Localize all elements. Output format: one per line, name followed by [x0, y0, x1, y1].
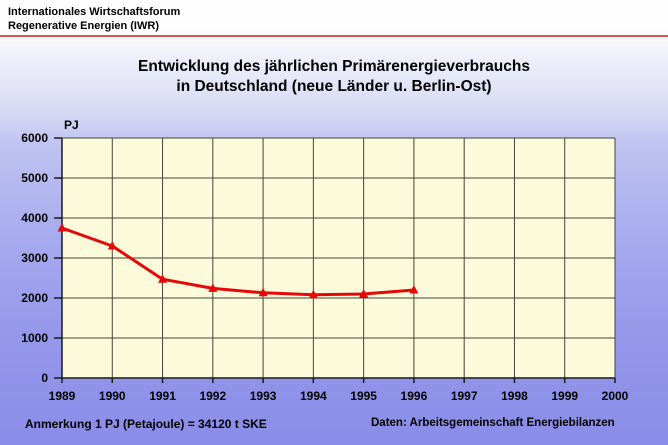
x-tick-label: 1999	[551, 389, 578, 403]
x-tick-label: 1997	[451, 389, 478, 403]
y-axis-unit-label: PJ	[64, 118, 79, 132]
data-point-marker	[409, 285, 419, 294]
y-tick-label: 3000	[21, 251, 48, 265]
x-tick-label: 1989	[49, 389, 76, 403]
y-tick-label: 6000	[21, 131, 48, 145]
x-tick-label: 1995	[350, 389, 377, 403]
data-point-marker	[258, 287, 268, 297]
x-tick-label: 1991	[149, 389, 176, 403]
data-point-marker	[57, 223, 67, 232]
header-line2: Regenerative Energien (IWR)	[8, 20, 159, 32]
chart-title-line1: Entwicklung des jährlichen Primärenergie…	[138, 58, 530, 75]
y-tick-label: 1000	[21, 331, 48, 345]
page-header: Internationales Wirtschaftsforum Regener…	[8, 5, 180, 33]
footnote: Anmerkung 1 PJ (Petajoule) = 34120 t SKE	[25, 417, 267, 431]
header-line1: Internationales Wirtschaftsforum	[8, 6, 181, 18]
y-tick-label: 0	[41, 371, 48, 385]
data-line	[61, 226, 415, 297]
x-tick-label: 1994	[300, 389, 327, 403]
data-source: Daten: Arbeitsgemeinschaft Energiebilanz…	[371, 417, 615, 429]
x-tick-label: 1998	[501, 389, 528, 403]
chart-title: Entwicklung des jährlichen Primärenergie…	[0, 57, 668, 97]
data-point-marker	[208, 283, 218, 292]
y-tick-label: 4000	[21, 211, 48, 225]
data-point-marker	[308, 289, 318, 299]
data-point-marker	[359, 289, 369, 298]
x-tick-label: 1992	[199, 389, 226, 403]
y-tick-label: 5000	[21, 171, 48, 185]
data-point-marker	[107, 241, 117, 250]
x-tick-label: 1990	[99, 389, 126, 403]
y-tick-label: 2000	[21, 291, 48, 305]
header-separator-line	[0, 35, 668, 37]
chart-title-line2: in Deutschland (neue Länder u. Berlin-Os…	[176, 78, 492, 95]
data-point-marker	[158, 274, 168, 283]
x-tick-label: 1996	[401, 389, 428, 403]
x-tick-label: 2000	[602, 389, 629, 403]
x-tick-label: 1993	[250, 389, 277, 403]
